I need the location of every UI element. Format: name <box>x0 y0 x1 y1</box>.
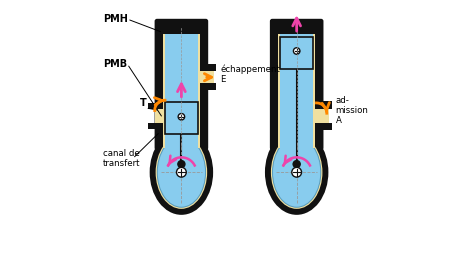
Text: canal de
transfert: canal de transfert <box>103 149 140 169</box>
Ellipse shape <box>271 136 322 209</box>
Circle shape <box>293 48 300 54</box>
Bar <box>276 21 317 34</box>
Bar <box>177 24 186 27</box>
FancyBboxPatch shape <box>155 19 208 150</box>
Circle shape <box>178 161 185 168</box>
Bar <box>313 34 315 148</box>
Bar <box>199 71 214 83</box>
Ellipse shape <box>150 130 213 215</box>
Bar <box>280 37 313 68</box>
Circle shape <box>176 167 186 177</box>
Ellipse shape <box>157 137 206 207</box>
Text: PMH: PMH <box>103 14 128 24</box>
Text: T: T <box>140 98 146 109</box>
Bar <box>201 64 216 71</box>
Bar <box>148 103 163 109</box>
Bar <box>161 21 202 34</box>
Ellipse shape <box>265 130 328 215</box>
Text: PMB: PMB <box>103 59 127 69</box>
Bar <box>201 83 216 90</box>
FancyBboxPatch shape <box>270 19 323 150</box>
Bar <box>165 102 198 134</box>
Bar <box>163 34 164 148</box>
Bar <box>315 109 329 123</box>
Bar <box>317 101 331 109</box>
Bar <box>278 34 280 148</box>
Ellipse shape <box>155 136 207 209</box>
Text: ad-
mission
A: ad- mission A <box>336 96 368 125</box>
Bar <box>280 34 313 37</box>
Circle shape <box>178 113 185 120</box>
Bar <box>164 34 198 102</box>
Bar <box>164 34 198 148</box>
Bar <box>155 109 164 123</box>
Circle shape <box>293 161 300 168</box>
Bar <box>148 123 163 129</box>
Ellipse shape <box>273 137 321 207</box>
Bar <box>278 34 315 148</box>
Bar <box>163 34 200 148</box>
Circle shape <box>292 167 301 177</box>
Bar <box>198 34 200 148</box>
Bar <box>292 24 301 27</box>
Bar <box>317 123 331 130</box>
Text: échappement
E: échappement E <box>220 65 280 84</box>
Bar <box>280 34 313 148</box>
